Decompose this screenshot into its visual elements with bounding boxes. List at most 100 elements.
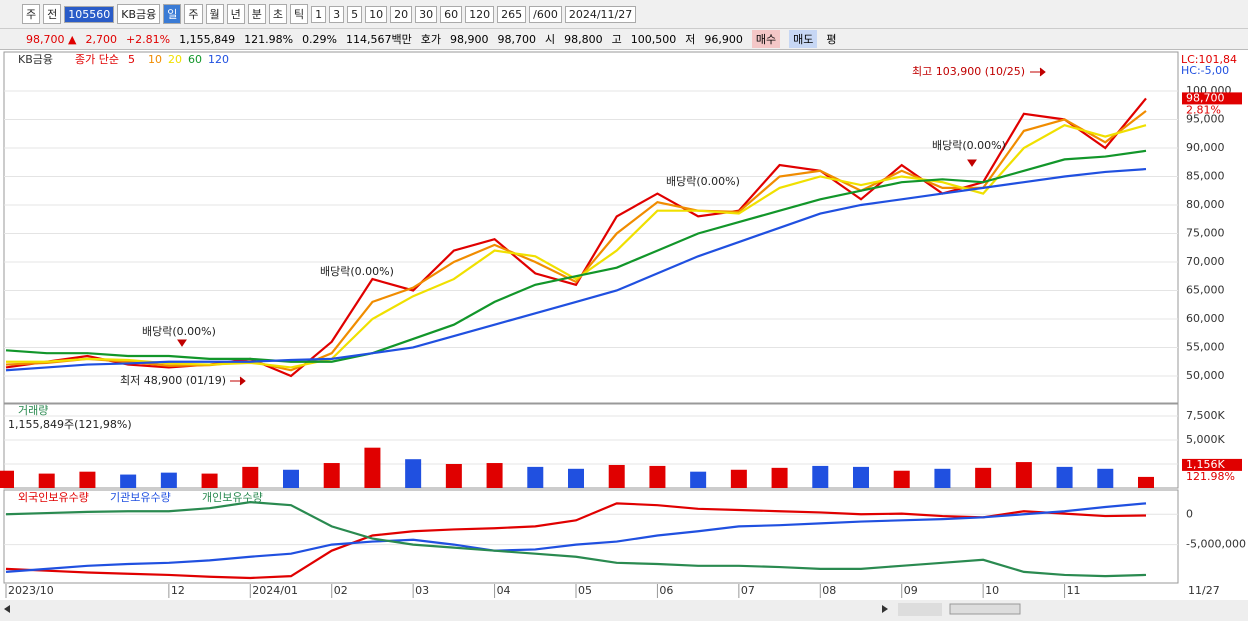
toolbar-item[interactable]: 1: [311, 5, 327, 23]
toolbar-item[interactable]: 주: [22, 4, 41, 24]
volume-bar: [160, 472, 177, 488]
series-line: [5, 167, 1147, 372]
info-item[interactable]: 98,800: [564, 32, 603, 46]
toolbar-item[interactable]: 5: [347, 5, 363, 23]
y-tick-label: 60,000: [1186, 312, 1225, 325]
volume-bar: [893, 470, 910, 488]
info-item[interactable]: 1,155,849: [179, 32, 236, 46]
toolbar-item[interactable]: 틱: [290, 4, 309, 24]
toolbar-item[interactable]: 년: [226, 4, 245, 24]
x-tick-label: 06: [659, 584, 673, 597]
y-tick-label: 70,000: [1186, 255, 1225, 268]
playback-buttons[interactable]: [898, 603, 942, 616]
volume-frame: [3, 403, 1179, 489]
y-tick-label: 50,000: [1186, 369, 1225, 382]
info-item[interactable]: 저: [685, 33, 696, 46]
toolbar-item[interactable]: 10: [365, 5, 388, 23]
series-line: [5, 502, 1147, 580]
legend-entry: 60: [188, 53, 202, 66]
toolbar-item[interactable]: 월: [205, 4, 224, 24]
volume-bar: [201, 473, 218, 488]
info-item[interactable]: 평: [826, 33, 837, 46]
volume-bar: [283, 469, 299, 488]
annotation: 배당락(0.00%): [142, 325, 216, 338]
info-item[interactable]: +2.81%: [125, 32, 171, 46]
toolbar-item[interactable]: 120: [465, 5, 495, 23]
info-item[interactable]: 호가: [420, 33, 441, 46]
y-tick-label: 95,000: [1186, 112, 1225, 125]
price-tag: [1182, 92, 1242, 105]
x-tick-label: 10: [985, 584, 999, 597]
volume-bar: [1138, 476, 1154, 488]
volume-bar: [812, 465, 829, 488]
legend-entry: 20: [168, 53, 182, 66]
toolbar-item[interactable]: 일: [163, 4, 182, 24]
toolbar-item[interactable]: 60: [440, 5, 463, 23]
series-line: [5, 110, 1147, 372]
info-item[interactable]: 98,700: [497, 32, 537, 46]
y-tick-label: -5,000,000: [1186, 538, 1246, 551]
legend-entry: 5: [128, 53, 135, 66]
y-tick-label: 7,500K: [1186, 409, 1225, 422]
volume-bar: [405, 459, 422, 488]
series-line: [5, 501, 1147, 578]
info-item[interactable]: 매수: [751, 30, 781, 48]
annotation: 배당락(0.00%): [932, 139, 1006, 152]
volume-bar: [934, 468, 951, 488]
scrollbar[interactable]: [0, 600, 1248, 621]
toolbar-item[interactable]: 초: [268, 4, 287, 24]
info-item[interactable]: 114,567백만: [346, 33, 412, 46]
volume-bar: [853, 466, 869, 488]
y-tick-label: 80,000: [1186, 198, 1225, 211]
hc: HC:-5,00: [1181, 64, 1229, 77]
toolbar-item[interactable]: KB금융: [117, 4, 161, 24]
toolbar-item[interactable]: 30: [415, 5, 438, 23]
x-tick-label: 08: [822, 584, 836, 597]
volume-ratio: 121.98%: [1186, 470, 1235, 483]
toolbar-item[interactable]: 분: [247, 4, 266, 24]
annotation: 배당락(0.00%): [320, 265, 394, 278]
toolbar-item[interactable]: 265: [497, 5, 527, 23]
info-item[interactable]: 98,700 ▲: [26, 32, 77, 46]
volume-bar: [1015, 462, 1032, 488]
scroll-thumb[interactable]: [949, 603, 1021, 615]
info-item[interactable]: 98,900: [450, 32, 489, 46]
info-item[interactable]: 매도: [789, 30, 818, 48]
annotation: 배당락(0.00%): [666, 175, 740, 188]
volume-bar: [568, 468, 584, 488]
toolbar: 주 전 105560 KB금융 일 주 월 년 분 초 틱 1 3 5 10 20 30 60 120 265/600…: [0, 0, 1248, 28]
y-tick-label: 90,000: [1186, 141, 1225, 154]
info-item[interactable]: 시: [545, 33, 556, 46]
legend-entry: 120: [208, 53, 229, 66]
lc: LC:101,84: [1181, 53, 1237, 66]
volume-bar: [242, 466, 259, 488]
toolbar-item[interactable]: 2024/11/27: [564, 5, 637, 23]
toolbar-item[interactable]: 3: [329, 5, 345, 23]
volume-bar: [608, 464, 625, 488]
volume-bar: [364, 447, 381, 488]
arrows: [177, 67, 1046, 386]
info-item[interactable]: 고: [611, 33, 622, 46]
volume-bar: [120, 474, 137, 488]
volume-bar: [445, 464, 462, 488]
toolbar-item[interactable]: /600: [529, 5, 562, 23]
volume-bar: [771, 467, 788, 488]
x-tick-label: 2023/10: [8, 584, 54, 597]
toolbar-item[interactable]: 주: [184, 4, 203, 24]
volume-bar: [730, 469, 747, 488]
x-tick-label: 12: [171, 584, 185, 597]
toolbar-item[interactable]: 전: [43, 4, 62, 24]
info-item[interactable]: 0.29%: [302, 32, 338, 46]
info-bar: 98,700 ▲ 2,700 +2.81% 1,155,849 121.98% 0.29%…: [0, 28, 1248, 50]
toolbar-item[interactable]: 20: [390, 5, 413, 23]
legend-entry: 10: [148, 53, 162, 66]
chart-title: KB금융: [18, 53, 53, 66]
info-item[interactable]: 100,500: [630, 32, 677, 46]
toolbar-item[interactable]: 105560: [64, 5, 115, 23]
x-tick-label: 05: [578, 584, 592, 597]
last-date: 11/27: [1188, 584, 1220, 597]
info-item[interactable]: 2,700: [85, 32, 117, 46]
info-item[interactable]: 121.98%: [244, 32, 294, 46]
info-item[interactable]: 96,900: [704, 32, 743, 46]
